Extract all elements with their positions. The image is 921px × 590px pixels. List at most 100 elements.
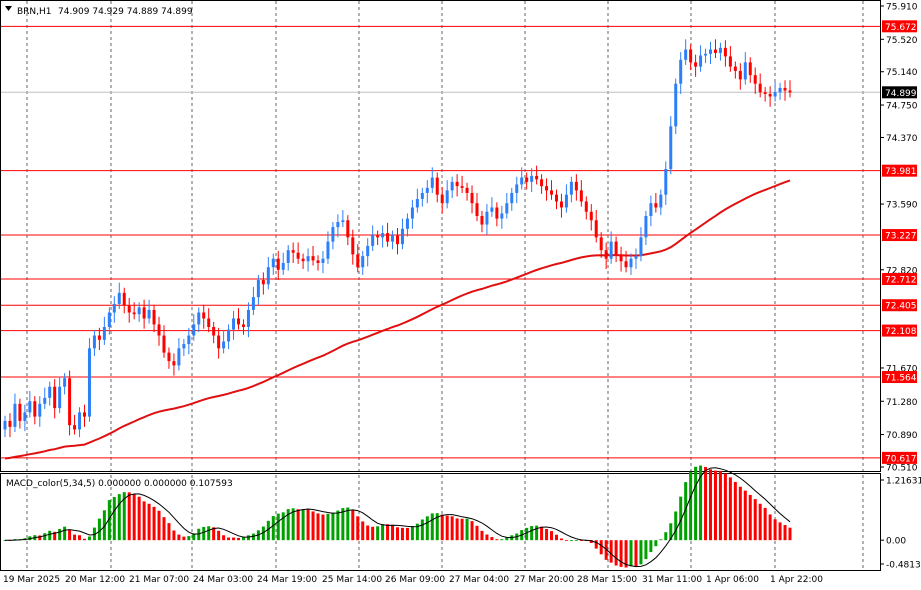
macd-bar <box>246 535 250 541</box>
macd-bar <box>122 492 126 541</box>
macd-bar <box>251 533 255 541</box>
candle-body <box>351 237 355 255</box>
time-tick-label: 1 Apr 06:00 <box>706 575 759 585</box>
macd-bar <box>684 482 688 541</box>
macd-bar <box>356 516 360 541</box>
chart-menu-icon[interactable] <box>5 6 12 11</box>
time-axis[interactable]: 19 Mar 2025 20 Mar 12:00 21 Mar 07:00 24 Ma… <box>3 575 823 585</box>
macd-bar <box>778 522 782 541</box>
candle-body <box>92 335 96 349</box>
macd-bar <box>157 510 161 541</box>
ohlc-values: 74.909 74.929 74.889 74.899 <box>58 7 193 17</box>
candle-body <box>520 177 524 185</box>
candle-body <box>232 318 236 330</box>
candle-body <box>634 256 638 259</box>
level-label-bg <box>882 20 917 33</box>
macd-bar <box>296 509 300 541</box>
candle-body <box>689 49 693 63</box>
candle-body <box>127 305 131 313</box>
candle-body <box>152 309 156 325</box>
candle-body <box>589 211 593 221</box>
price-tick-label: 71.280 <box>886 398 918 408</box>
macd-bar <box>112 496 116 541</box>
macd-bar <box>212 527 216 541</box>
candle-body <box>569 181 573 195</box>
macd-bar <box>351 510 355 541</box>
candle-body <box>18 403 22 421</box>
macd-bar <box>261 526 265 541</box>
price-tick-label: 71.670 <box>886 364 918 374</box>
macd-bar <box>430 513 434 541</box>
candle-body <box>778 87 782 93</box>
macd-bar <box>589 540 593 544</box>
candle-body <box>743 62 747 80</box>
candle-body <box>619 254 623 262</box>
level-price-label: 72.405 <box>885 302 917 312</box>
candle-body <box>550 190 554 195</box>
candle-body <box>68 378 72 426</box>
candle-body <box>485 211 489 225</box>
time-tick-label: 1 Apr 22:00 <box>770 575 823 585</box>
candle-body <box>718 47 722 53</box>
candle-body <box>316 260 320 263</box>
macd-bar <box>222 535 226 541</box>
macd-bar <box>137 496 141 541</box>
macd-bar <box>167 523 171 541</box>
candle-body <box>763 92 767 94</box>
macd-bar <box>455 518 459 541</box>
macd-bar <box>286 509 290 541</box>
macd-bar <box>564 540 568 541</box>
macd-bar <box>718 470 722 541</box>
candle-body <box>400 228 404 245</box>
macd-histogram <box>3 465 792 568</box>
candle-body <box>286 250 290 263</box>
macd-bar <box>152 506 156 541</box>
macd-bar <box>704 466 708 541</box>
macd-bar <box>276 513 280 541</box>
candle-body <box>659 194 663 208</box>
time-tick-label: 19 Mar 2025 <box>3 575 60 585</box>
candle-body <box>535 175 539 180</box>
candle-body <box>728 56 732 67</box>
candle-body <box>713 49 717 53</box>
macd-bar <box>525 527 529 541</box>
candle-body <box>704 53 708 56</box>
macd-bar <box>192 533 196 541</box>
macd-bar <box>624 540 628 568</box>
macd-bar <box>460 518 464 541</box>
candle-body <box>301 258 305 262</box>
candle-body <box>505 203 509 214</box>
price-tick-label: 75.910 <box>886 3 918 13</box>
candle-body <box>465 187 469 193</box>
level-price-label: 70.617 <box>885 454 917 464</box>
macd-bar <box>679 496 683 541</box>
macd-bar <box>306 509 310 541</box>
level-label-bg <box>882 324 917 337</box>
macd-bar <box>485 534 489 541</box>
candle-body <box>3 420 7 430</box>
macd-bar <box>758 503 762 541</box>
level-label-bg <box>882 371 917 384</box>
macd-bar <box>594 540 598 549</box>
candle-body <box>217 335 221 349</box>
level-label-bg <box>882 229 917 242</box>
candle-body <box>122 292 126 306</box>
candle-body <box>23 412 27 421</box>
candle-body <box>525 177 529 182</box>
macd-bar <box>73 534 77 541</box>
candle-body <box>381 233 385 238</box>
candle-body <box>420 192 424 199</box>
candle-body <box>237 318 241 325</box>
price-axis[interactable]: 75.910 75.520 75.140 74.750 74.370 73.590 72.8… <box>880 3 918 474</box>
support-resistance-levels[interactable] <box>1 25 880 459</box>
macd-bar <box>609 540 613 563</box>
candle-body <box>480 216 484 225</box>
macd-header: MACD_color(5,34,5) 0.000000 0.000000 0.1… <box>6 479 233 489</box>
macd-bar <box>559 538 563 541</box>
candle-body <box>584 201 588 212</box>
candle-body <box>222 341 226 349</box>
candle-body <box>490 207 494 212</box>
macd-tick-label: -0.481350 <box>886 561 921 571</box>
macd-bar <box>311 511 315 541</box>
